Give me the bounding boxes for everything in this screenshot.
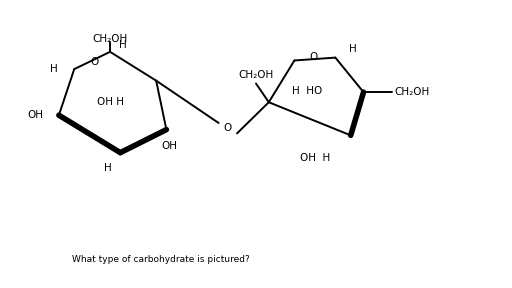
- Text: What type of carbohydrate is pictured?: What type of carbohydrate is pictured?: [72, 255, 249, 264]
- Text: OH: OH: [161, 141, 177, 151]
- Text: CH₂OH: CH₂OH: [395, 87, 430, 97]
- Text: OH  H: OH H: [300, 154, 330, 163]
- Text: OH H: OH H: [97, 97, 123, 107]
- Text: O: O: [310, 52, 318, 62]
- Text: CH₂OH: CH₂OH: [93, 34, 127, 44]
- Text: H: H: [50, 64, 58, 74]
- Text: H  HO: H HO: [292, 86, 323, 96]
- Text: CH₂OH: CH₂OH: [239, 70, 273, 80]
- Text: H: H: [349, 44, 357, 54]
- Text: O: O: [91, 57, 99, 67]
- Text: H: H: [103, 164, 112, 173]
- Text: O: O: [224, 123, 232, 133]
- Text: OH: OH: [28, 110, 44, 120]
- Text: H: H: [119, 40, 127, 50]
